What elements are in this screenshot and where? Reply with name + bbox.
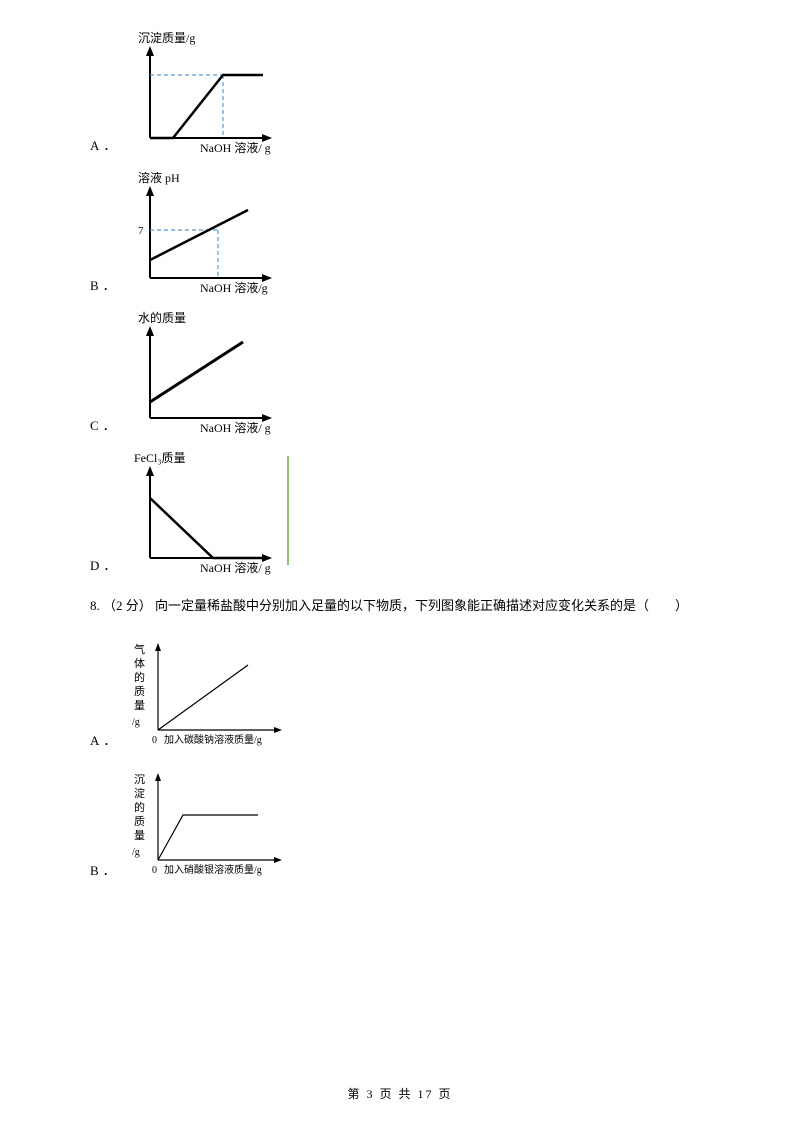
page-footer: 第 3 页 共 17 页 xyxy=(0,1085,800,1102)
chart-b-ymark: 7 xyxy=(138,225,144,237)
svg-text:量: 量 xyxy=(134,699,145,712)
q8-chart-b: 沉 淀 的 质 量 /g 0 加入硝酸银溶液质量/g xyxy=(128,765,298,885)
q8b-xlabel: 加入硝酸银溶液质量/g xyxy=(164,863,262,876)
option-d-label: D． xyxy=(90,555,120,574)
q8-option-b-row: B． 沉 淀 的 质 量 /g 0 加入硝酸银溶液质量/g xyxy=(90,765,710,885)
q8-number: 8. xyxy=(90,598,100,613)
option-c-label: C． xyxy=(90,415,120,434)
svg-text:的: 的 xyxy=(134,800,145,814)
svg-text:淀: 淀 xyxy=(134,786,145,800)
option-d-row: D． FeCl₃质量 NaOH 溶液/ g xyxy=(90,450,710,580)
q8-chart-a: 气 体 的 质 量 /g 0 加入碳酸钠溶液质量/g xyxy=(128,635,298,755)
option-a-row: A． 沉淀质量/g NaOH 溶液/ g xyxy=(90,30,710,160)
q8a-xlabel: 加入碳酸钠溶液质量/g xyxy=(164,733,262,746)
svg-text:0: 0 xyxy=(152,735,157,746)
chart-a-ylabel: 沉淀质量/g xyxy=(138,31,195,45)
chart-b-ylabel: 溶液 pH xyxy=(138,170,180,185)
q8-option-a-row: A． 气 体 的 质 量 /g 0 加入碳酸钠溶液质量/g xyxy=(90,635,710,755)
q8-option-a-label: A． xyxy=(90,730,120,749)
option-b-row: B． 溶液 pH 7 NaOH 溶液/g xyxy=(90,170,710,300)
q8-points: （2 分） xyxy=(103,598,152,613)
svg-text:0: 0 xyxy=(152,865,157,876)
chart-d-xlabel: NaOH 溶液/ g xyxy=(200,560,271,575)
svg-text:的: 的 xyxy=(134,670,145,684)
option-c-row: C． 水的质量 NaOH 溶液/ g xyxy=(90,310,710,440)
chart-c-ylabel: 水的质量 xyxy=(138,310,186,325)
svg-text:/g: /g xyxy=(132,847,140,858)
svg-text:/g: /g xyxy=(132,717,140,728)
chart-c: 水的质量 NaOH 溶液/ g xyxy=(128,310,283,440)
chart-d-ylabel: FeCl₃质量 xyxy=(134,451,186,465)
svg-text:质: 质 xyxy=(134,815,145,828)
option-b-label: B． xyxy=(90,275,120,294)
chart-d: FeCl₃质量 NaOH 溶液/ g xyxy=(128,450,283,580)
svg-text:体: 体 xyxy=(134,656,145,670)
svg-text:气: 气 xyxy=(134,642,145,656)
svg-text:质: 质 xyxy=(134,685,145,698)
chart-a-xlabel: NaOH 溶液/ g xyxy=(200,140,271,155)
q8-option-b-label: B． xyxy=(90,860,120,879)
question-8: 8. （2 分） 向一定量稀盐酸中分别加入足量的以下物质，下列图象能正确描述对应… xyxy=(90,594,710,617)
q8-text: 向一定量稀盐酸中分别加入足量的以下物质，下列图象能正确描述对应变化关系的是（ ） xyxy=(155,598,688,613)
svg-text:沉: 沉 xyxy=(134,773,145,786)
chart-b-xlabel: NaOH 溶液/g xyxy=(200,280,268,295)
option-a-label: A． xyxy=(90,135,120,154)
chart-c-xlabel: NaOH 溶液/ g xyxy=(200,420,271,435)
chart-b: 溶液 pH 7 NaOH 溶液/g xyxy=(128,170,283,300)
chart-a: 沉淀质量/g NaOH 溶液/ g xyxy=(128,30,283,160)
svg-text:量: 量 xyxy=(134,829,145,842)
